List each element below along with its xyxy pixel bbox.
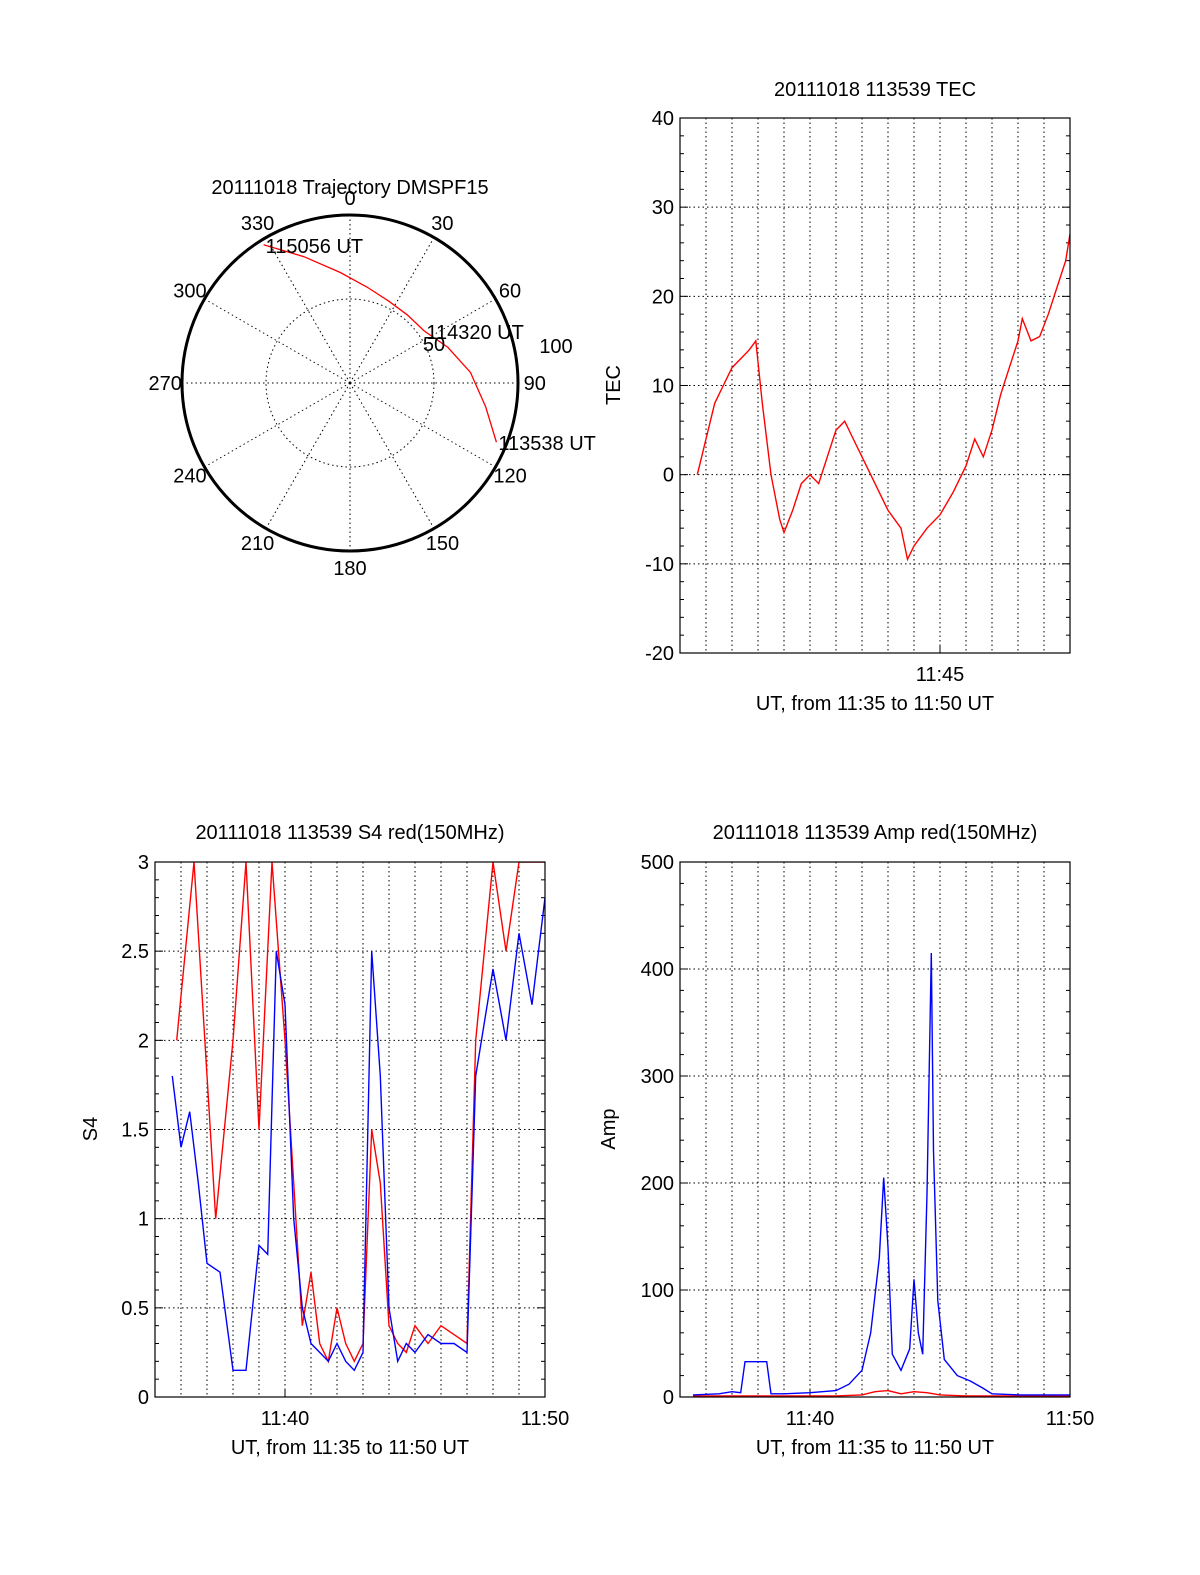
s4-ylabel: S4	[80, 1117, 102, 1141]
s4-frame	[154, 861, 546, 1398]
polar-spoke	[349, 382, 496, 468]
amp-ytick-label: 100	[641, 1280, 674, 1302]
polar-radius-label: 100	[539, 336, 572, 358]
s4-ytick-label: 3	[138, 852, 149, 874]
s4-xlabel: UT, from 11:35 to 11:50 UT	[231, 1437, 469, 1459]
polar-spoke	[265, 382, 351, 529]
polar-angle-label: 0	[344, 188, 355, 210]
trajectory-annotation: 115056 UT	[266, 236, 363, 258]
s4-ytick-label: 1	[138, 1209, 149, 1231]
s4-ytick-label: 0	[138, 1387, 149, 1409]
polar-angle-label: 270	[149, 373, 182, 395]
polar-spoke	[204, 298, 351, 384]
amp-frame	[679, 861, 1071, 1398]
polar-series	[263, 244, 498, 443]
tec-ytick-label: 20	[652, 286, 674, 308]
polar-angle-label: 330	[241, 213, 274, 235]
amp-series-line	[693, 1389, 1070, 1397]
s4-series-line	[171, 897, 545, 1372]
amp-ytick-label: 300	[641, 1066, 674, 1088]
polar-angle-label: 90	[524, 373, 546, 395]
s4-ytick-label: 2.5	[121, 941, 149, 963]
amp-ytick-label: 200	[641, 1173, 674, 1195]
polar-angle-label: 300	[173, 281, 206, 303]
polar-spoke	[349, 237, 435, 384]
s4-panel: 20111018 113539 S4 red(150MHz) UT, from …	[80, 822, 569, 1459]
tec-ylabel: TEC	[603, 365, 625, 405]
amp-panel: 20111018 113539 Amp red(150MHz) UT, from…	[598, 822, 1094, 1459]
tec-frame	[679, 117, 1071, 654]
s4-ytick-label: 1.5	[121, 1120, 149, 1142]
s4-xtick-label: 11:50	[521, 1408, 570, 1430]
polar-angle-label: 210	[241, 533, 274, 555]
polar-angle-label: 120	[493, 465, 526, 487]
tec-ytick-label: -10	[645, 554, 674, 576]
tec-xtick-label: 11:45	[916, 664, 965, 686]
trajectory-annotation: 113538 UT	[498, 433, 595, 455]
tec-panel: 20111018 113539 TEC UT, from 11:35 to 11…	[603, 79, 1071, 715]
polar-angle-label: 150	[426, 533, 459, 555]
amp-ytick-label: 400	[641, 959, 674, 981]
tec-plot-area: -20 -10 0 10 20 30 40 11:45	[645, 108, 1071, 686]
amp-ytick-label: 500	[641, 852, 674, 874]
tec-ytick-label: 30	[652, 197, 674, 219]
polar-ring-50	[265, 298, 435, 468]
s4-xtick-label: 11:40	[261, 1408, 310, 1430]
amp-ytick-label: 0	[663, 1387, 674, 1409]
amp-series-line	[692, 952, 1070, 1396]
tec-ytick-label: -20	[645, 643, 674, 665]
trajectory-panel: 20111018 Trajectory DMSPF15 0 30 60 90 120 15…	[149, 177, 596, 580]
polar-radius-label: 50	[423, 334, 445, 356]
polar-grid	[180, 213, 520, 553]
s4-title: 20111018 113539 S4 red(150MHz)	[195, 822, 504, 844]
amp-xtick-label: 11:50	[1046, 1408, 1095, 1430]
polar-angle-label: 240	[173, 465, 206, 487]
polar-spoke	[349, 298, 496, 384]
tec-ytick-label: 40	[652, 108, 674, 130]
trajectory-line	[263, 244, 498, 443]
amp-ylabel: Amp	[598, 1108, 620, 1149]
tec-series-line	[696, 233, 1070, 562]
amp-xtick-label: 11:40	[786, 1408, 835, 1430]
polar-spoke	[204, 382, 351, 468]
polar-angle-label: 60	[499, 281, 521, 303]
polar-spoke	[349, 382, 435, 529]
tec-xlabel: UT, from 11:35 to 11:50 UT	[756, 693, 994, 715]
polar-labels: 0 30 60 90 120 150 180 210 240 270 300 330 50 100 1150…	[149, 188, 596, 580]
trajectory-title: 20111018 Trajectory DMSPF15	[211, 177, 488, 199]
tec-ytick-label: 10	[652, 376, 674, 398]
s4-ytick-label: 0.5	[121, 1298, 149, 1320]
tec-ytick-label: 0	[663, 465, 674, 487]
amp-title: 20111018 113539 Amp red(150MHz)	[713, 822, 1038, 844]
amp-xlabel: UT, from 11:35 to 11:50 UT	[756, 1437, 994, 1459]
s4-series-line	[176, 862, 545, 1364]
trajectory-annotation: 114320 UT	[426, 322, 523, 344]
tec-title: 20111018 113539 TEC	[774, 79, 976, 101]
polar-angle-label: 180	[333, 558, 366, 580]
s4-ytick-label: 2	[138, 1030, 149, 1052]
s4-plot-area: 0 0.5 1 1.5 2 2.5 3 11:40 11:50	[121, 852, 569, 1430]
polar-angle-label: 30	[431, 213, 453, 235]
polar-spoke	[265, 237, 351, 384]
amp-plot-area: 0 100 200 300 400 500 11:40 11:50	[641, 852, 1095, 1430]
